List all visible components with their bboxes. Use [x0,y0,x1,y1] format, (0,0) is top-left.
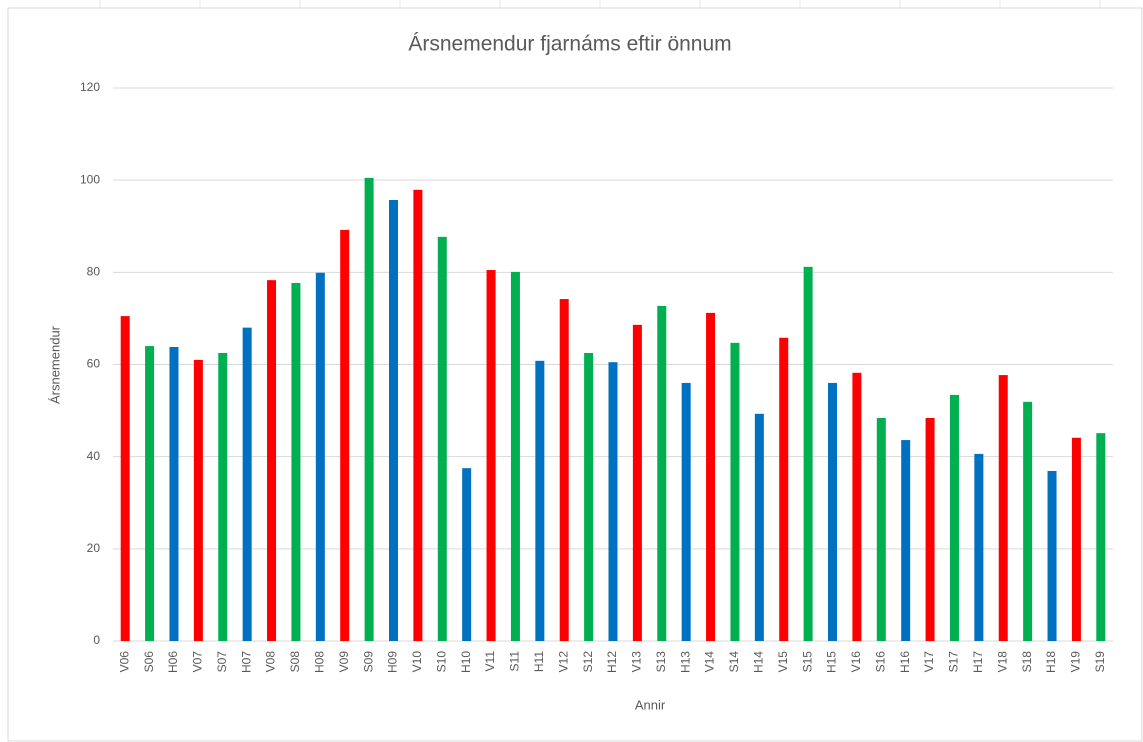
x-axis-label: Annir [635,697,666,712]
x-tick-label: V14 [703,651,717,673]
y-tick-label: 120 [80,80,100,94]
sheet-background [99,0,1101,8]
x-tick-label: V10 [410,651,424,673]
bar [1047,470,1057,641]
bar [1023,401,1033,641]
bar [388,199,398,642]
x-tick-label: V18 [995,651,1009,673]
bar [291,282,301,641]
bar [120,316,130,641]
x-tick-label: V07 [191,651,205,673]
x-tick-label: H14 [752,651,766,673]
bar [193,359,203,641]
y-tick-label: 100 [80,172,100,186]
bar [681,382,691,641]
x-tick-label: S11 [508,651,522,672]
x-tick-label: S06 [142,651,156,673]
x-tick-label: S10 [434,651,448,673]
bar [754,413,764,641]
y-tick-label: 60 [87,357,101,371]
bar [145,346,155,641]
x-tick-label: H15 [825,651,839,673]
x-tick-label: H13 [678,651,692,673]
bar [730,342,740,641]
x-tick-label: V13 [630,651,644,673]
bar [462,468,472,641]
bar [559,299,569,641]
bar [657,305,667,641]
x-tick-label: S13 [654,651,668,673]
bar [364,177,374,642]
bar [1096,433,1106,641]
bar [852,372,862,641]
bar [876,417,886,641]
bar [998,375,1008,641]
x-tick-label: H17 [971,651,985,673]
x-tick-label: V12 [556,651,570,673]
x-tick-label: S16 [873,651,887,673]
x-tick-label: V19 [1069,651,1083,673]
bar [486,270,496,641]
y-tick-label: 0 [93,633,100,647]
y-tick-label: 20 [87,541,101,555]
x-tick-label: V06 [117,651,131,673]
bar [608,362,618,641]
bar [437,236,447,641]
y-tick-label: 40 [87,449,101,463]
x-tick-label: V08 [264,651,278,673]
bar [949,394,959,641]
bar [267,280,277,641]
x-tick-label: H10 [459,651,473,673]
bar [242,327,252,641]
x-tick-label: S09 [361,651,375,673]
x-tick-label: S19 [1093,651,1107,673]
x-tick-label: H16 [898,651,912,673]
bar [510,271,520,641]
x-tick-label: S17 [947,651,961,673]
x-tick-label: S18 [1020,651,1034,673]
x-tick-label: H08 [312,651,326,673]
chart-title: Ársnemendur fjarnáms eftir önnum [408,33,731,56]
bar [1071,437,1081,641]
bar [218,352,228,641]
x-tick-label: V09 [337,651,351,673]
y-tick-label: 80 [87,265,101,279]
bar [632,324,642,641]
x-tick-label: H07 [239,651,253,673]
x-tick-label: H06 [166,651,180,673]
x-tick-label: S14 [727,651,741,673]
x-tick-label: S12 [581,651,595,673]
bar [413,189,423,641]
bar [535,360,545,641]
x-tick-label: S07 [215,651,229,673]
x-tick-label: H18 [1044,651,1058,673]
bar [584,352,594,641]
bar [315,272,325,641]
x-tick-label: V11 [483,651,497,672]
bar [169,346,179,641]
x-tick-label: V17 [922,651,936,673]
bar [803,266,813,641]
x-tick-label: H11 [532,651,546,672]
bar [706,312,716,641]
bar [901,440,911,641]
bar [974,453,984,641]
x-tick-label: V16 [849,651,863,673]
x-tick-label: H12 [605,651,619,673]
x-tick-label: S08 [288,651,302,673]
x-tick-label: V15 [776,651,790,673]
y-axis-label: Ársnemendur [47,325,62,404]
bar [828,382,838,641]
bar [340,229,350,642]
x-tick-label: H09 [386,651,400,673]
bar [925,417,935,641]
x-tick-label: S15 [800,651,814,673]
bar [779,337,789,641]
